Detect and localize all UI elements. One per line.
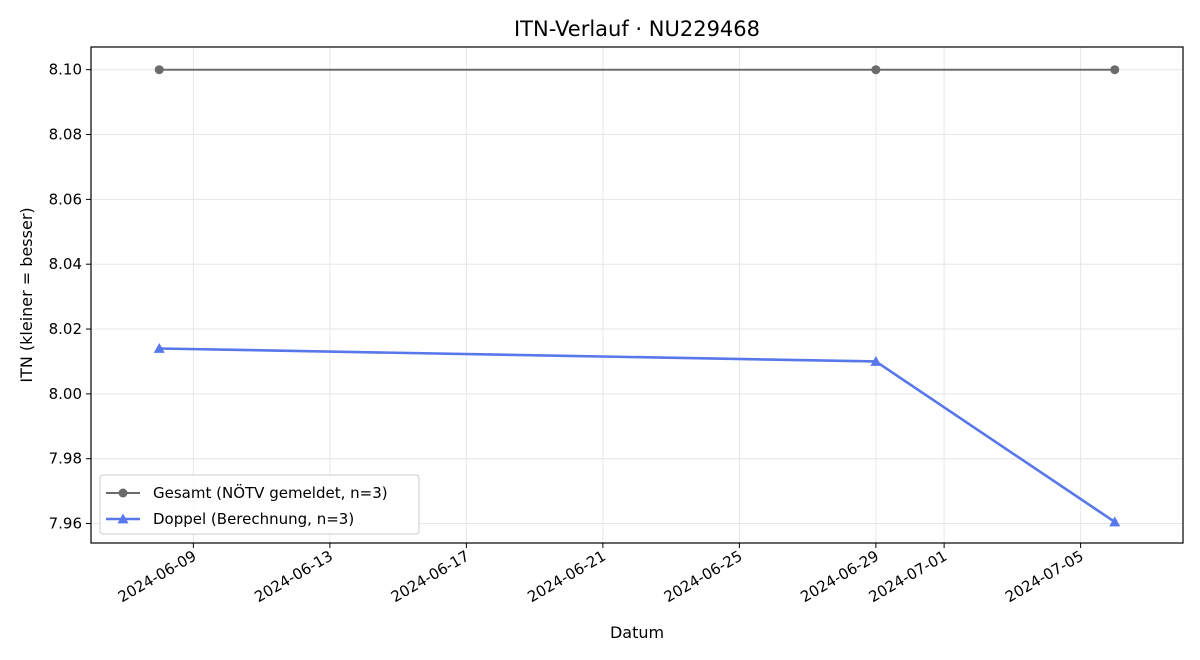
x-tick-label: 2024-06-21 [524, 547, 609, 606]
series-1 [154, 65, 1120, 75]
x-tick-label: 2024-07-01 [866, 547, 951, 606]
chart-title: ITN-Verlauf · NU229468 [514, 17, 760, 41]
y-axis-label: ITN (kleiner = besser) [17, 207, 36, 382]
series-2 [153, 342, 1121, 527]
x-tick-label: 2024-06-25 [661, 547, 746, 606]
series-1-point [1110, 65, 1120, 75]
series-2-point [1109, 516, 1121, 527]
y-tick-label: 8.04 [49, 255, 82, 273]
legend-marker [117, 513, 129, 524]
x-axis-label: Datum [610, 623, 664, 642]
y-tick-label: 8.08 [49, 126, 82, 144]
legend-box [99, 474, 420, 535]
x-axis-ticks: 2024-06-09 2024-06-13 2024-06-17 2024-06-21… [115, 543, 1087, 606]
legend-label: Gesamt (NÖTV gemeldet, n=3) [153, 483, 388, 502]
series-2-point [870, 355, 882, 366]
legend: Gesamt (NÖTV gemeldet, n=3) Doppel (Berec… [99, 474, 420, 535]
x-tick-label: 2024-06-09 [115, 547, 200, 606]
y-tick-label: 8.02 [49, 320, 82, 338]
series-layer [153, 65, 1121, 527]
grid [91, 47, 1183, 543]
legend-label: Doppel (Berechnung, n=3) [153, 510, 354, 528]
y-tick-label: 8.00 [49, 385, 82, 403]
x-tick-label: 2024-06-17 [388, 547, 473, 606]
series-2-point [153, 342, 165, 353]
y-tick-label: 7.98 [49, 450, 82, 468]
y-tick-label: 8.06 [49, 190, 82, 208]
legend-marker [118, 488, 128, 498]
y-tick-label: 8.10 [49, 61, 82, 79]
x-tick-label: 2024-06-13 [251, 547, 336, 606]
series-1-point [154, 65, 164, 75]
x-tick-label: 2024-07-05 [1002, 547, 1087, 606]
plot-frame [90, 46, 1184, 544]
y-tick-label: 7.96 [49, 515, 82, 533]
y-axis-ticks: 7.96 7.98 8.00 8.02 8.04 8.06 8.08 8.10 [49, 61, 91, 533]
series-1-point [871, 65, 881, 75]
